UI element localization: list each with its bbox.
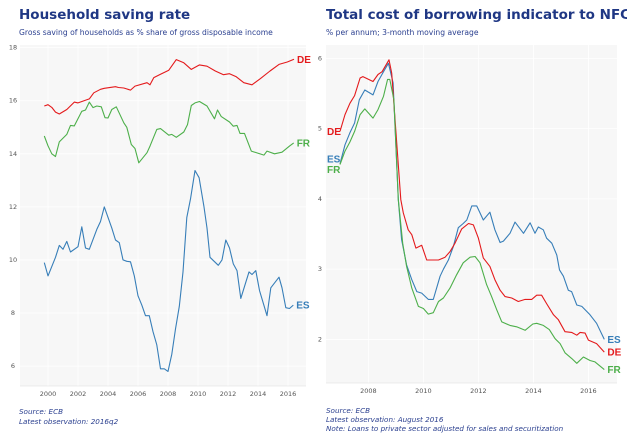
series-line-fr: [339, 78, 605, 371]
series-label-es: ES: [607, 335, 621, 346]
y-tick-label: 18: [9, 44, 17, 52]
series-line-de: [44, 58, 295, 115]
x-tick-label: 2008: [360, 387, 377, 395]
series-line-de: [339, 59, 605, 353]
footnote-source: Source: ECB: [19, 407, 63, 416]
plot-area: 2000 2002 2004 2006 2008 2010 2012 2014 2016 6 8 10…: [9, 44, 311, 398]
footnote-note: Note: Loans to private sector adjusted f…: [326, 424, 564, 433]
series-start-label-fr: FR: [327, 165, 341, 176]
y-tick-label: 4: [318, 195, 322, 203]
x-tick-label: 2002: [70, 390, 87, 398]
plot-background: [20, 45, 306, 386]
x-tick-label: 2012: [470, 387, 487, 395]
chart-cost-of-borrowing: Total cost of borrowing indicator to NFC…: [318, 7, 627, 433]
x-tick-label: 2008: [160, 390, 177, 398]
series-line-es: [339, 62, 605, 340]
x-tick-label: 2010: [415, 387, 432, 395]
x-tick-label: 2010: [190, 390, 207, 398]
x-tick-label: 2014: [525, 387, 542, 395]
chart-household-saving-rate: Household saving rate Gross saving of ho…: [9, 7, 311, 426]
footnote-latest-observation: Latest observation: 2016q2: [19, 417, 119, 426]
x-tick-label: 2016: [280, 390, 297, 398]
chart-subtitle: Gross saving of households as % share of…: [19, 28, 273, 37]
x-tick-label: 2006: [130, 390, 147, 398]
y-tick-label: 2: [318, 335, 322, 343]
y-tick-label: 14: [9, 150, 17, 158]
y-tick-label: 10: [9, 256, 17, 264]
x-tick-label: 2000: [40, 390, 57, 398]
series-start-label-es: ES: [327, 154, 341, 165]
chart-title: Household saving rate: [19, 7, 190, 23]
series-label-de: DE: [607, 348, 621, 359]
y-tick-label: 16: [9, 97, 17, 105]
y-tick-label: 5: [318, 125, 322, 133]
series-label-fr: FR: [607, 365, 621, 376]
chart-title: Total cost of borrowing indicator to NFC…: [326, 7, 627, 23]
series-line-es: [43, 169, 294, 372]
y-tick-label: 12: [9, 203, 17, 211]
y-tick-label: 6: [318, 54, 322, 62]
y-tick-label: 6: [11, 362, 15, 370]
series-label-es: ES: [296, 301, 310, 312]
plot-area: 2008 2010 2012 2014 2016 2 3 4 5 6 ES ES DE DE FR FR: [318, 45, 622, 395]
footnote-source: Source: ECB: [326, 406, 370, 415]
x-tick-label: 2016: [580, 387, 597, 395]
plot-background: [326, 45, 617, 383]
x-tick-label: 2012: [220, 390, 237, 398]
series-line-fr: [43, 100, 295, 164]
series-start-label-de: DE: [327, 127, 341, 138]
footnote-latest-observation: Latest observation: August 2016: [326, 415, 444, 424]
y-tick-label: 3: [318, 265, 322, 273]
series-label-de: DE: [297, 55, 311, 66]
series-label-fr: FR: [297, 138, 311, 149]
x-tick-label: 2004: [100, 390, 117, 398]
y-tick-label: 8: [11, 309, 15, 317]
chart-subtitle: % per annum; 3-month moving average: [326, 28, 479, 37]
x-tick-label: 2014: [250, 390, 267, 398]
